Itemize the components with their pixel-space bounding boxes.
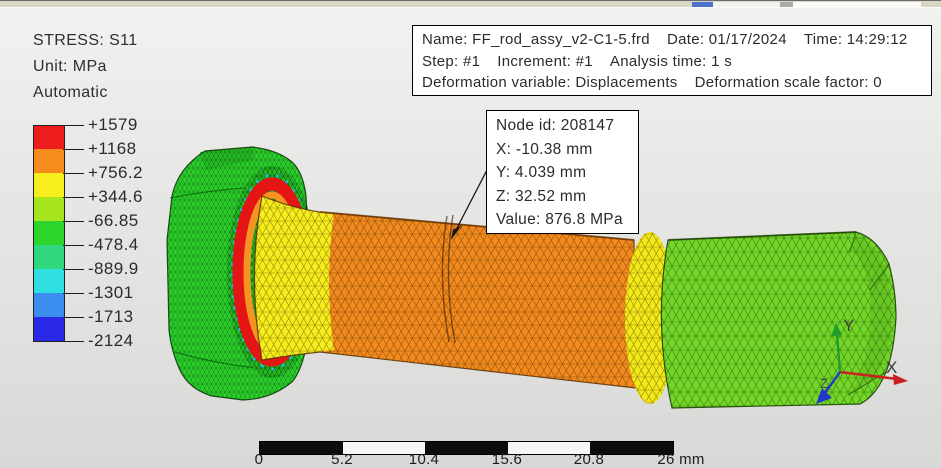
legend-color-box	[33, 269, 65, 293]
y-axis-arrowhead	[831, 323, 842, 336]
node-ring-line-2	[447, 214, 456, 344]
legend-value: +344.6	[88, 187, 143, 206]
deformation-scale-factor: Deformation scale factor: 0	[694, 74, 882, 91]
dataset-step: Step: #1	[422, 52, 481, 70]
scale-tick-label: 26 mm	[657, 451, 705, 468]
legend-color-box	[33, 317, 65, 342]
scale-segment	[260, 442, 343, 454]
legend-value: +1579	[88, 115, 138, 134]
cylinder-mesh-overlay	[661, 232, 896, 408]
scale-tick-label: 15.6	[491, 451, 523, 468]
legend-value: -1713	[88, 307, 134, 326]
legend-value: -2124	[88, 331, 134, 350]
legend-tick	[63, 341, 84, 342]
node-x: X: -10.38 mm	[496, 140, 593, 158]
legend-color-box	[33, 221, 65, 245]
scale-tick-label: 5.2	[331, 451, 353, 468]
node-leader	[451, 169, 488, 240]
legend-value: -66.85	[88, 211, 139, 230]
dataset-name: Name: FF_rod_assy_v2-C1-5.frd	[422, 31, 650, 48]
scale-tick-label: 20.8	[573, 451, 605, 468]
legend-color-box	[33, 293, 65, 317]
yellow-band-mesh	[625, 232, 675, 404]
dataset-info-box: Name: FF_rod_assy_v2-C1-5.frd Date: 01/17…	[412, 25, 932, 96]
z-axis-arrow	[824, 371, 841, 394]
result-field-label: STRESS: S11	[33, 32, 138, 49]
cylinder-top-shade	[667, 231, 857, 241]
legend-tick	[63, 173, 84, 174]
z-axis-label: Z	[820, 376, 828, 391]
legend-color-box	[33, 173, 65, 197]
info-line-1: Name: FF_rod_assy_v2-C1-5.frd Date: 01/17…	[422, 29, 922, 51]
info-line-2: Step: #1 Increment: #1 Analysis time: 1 s	[422, 51, 922, 73]
legend-value: -889.9	[88, 259, 139, 278]
legend-value: +756.2	[88, 163, 143, 182]
scale-mode-label: Automatic	[33, 84, 108, 101]
dataset-date: Date: 01/17/2024	[666, 31, 787, 48]
scale-ruler	[259, 441, 674, 455]
scale-tick-label: 0	[254, 451, 264, 468]
taskbar-light-item	[713, 2, 780, 7]
node-info-popup: Node id: 208147 X: -10.38 mm Y: 4.039 mm…	[486, 110, 639, 234]
rod-shank-mesh[interactable]	[253, 195, 637, 389]
deformation-variable: Deformation variable: Displacements	[422, 74, 678, 91]
legend-tick	[63, 149, 84, 150]
legend-tick	[63, 269, 84, 270]
taskbar-blue-item	[692, 2, 713, 7]
node-value: Value: 876.8 MPa	[496, 211, 623, 228]
y-axis-arrow	[835, 333, 842, 373]
scale-segment	[590, 442, 673, 454]
legend-color-box	[33, 149, 65, 173]
taskbar-white-item	[793, 2, 921, 7]
scale-segment	[507, 442, 591, 454]
legend-tick	[63, 221, 84, 222]
legend-value: -1301	[88, 283, 134, 302]
legend-color-box	[33, 197, 65, 221]
axis-triad: Y X Z	[816, 316, 908, 404]
node-leader-line	[456, 169, 488, 229]
dataset-time: Time: 14:29:12	[803, 31, 908, 48]
scale-tick-label: 10.4	[408, 451, 440, 468]
legend-tick	[63, 293, 84, 294]
legend-tick	[63, 197, 84, 198]
dataset-analysis-time: Analysis time: 1 s	[609, 52, 733, 70]
z-axis-arrowhead	[816, 388, 832, 404]
taskbar-grey-item	[780, 2, 793, 7]
node-z: Z: 32.52 mm	[496, 187, 587, 205]
legend-tick	[63, 317, 84, 318]
scale-segment	[342, 442, 426, 454]
node-leader-arrowhead	[451, 225, 462, 240]
legend-color-box	[33, 125, 65, 150]
node-y: Y: 4.039 mm	[496, 164, 587, 181]
node-id: Node id: 208147	[496, 117, 615, 134]
legend-value: -478.4	[88, 235, 139, 254]
node-ring-line-1	[441, 215, 450, 343]
scale-segment	[425, 442, 508, 454]
y-axis-label: Y	[843, 316, 854, 335]
legend-color-box	[33, 245, 65, 269]
x-axis-arrowhead	[893, 374, 908, 385]
shank-top-shade	[319, 211, 635, 241]
legend-value: +1168	[88, 139, 137, 158]
dataset-increment: Increment: #1	[497, 52, 593, 70]
info-line-3: Deformation variable: Displacements Defor…	[422, 72, 922, 94]
result-unit-label: Unit: MPa	[33, 58, 107, 75]
legend-tick	[63, 125, 84, 126]
x-axis-label: X	[886, 358, 897, 377]
rod-end-mesh[interactable]	[625, 231, 897, 409]
taskbar-sliver	[0, 0, 941, 8]
legend-tick	[63, 245, 84, 246]
x-axis-arrow	[839, 370, 898, 381]
